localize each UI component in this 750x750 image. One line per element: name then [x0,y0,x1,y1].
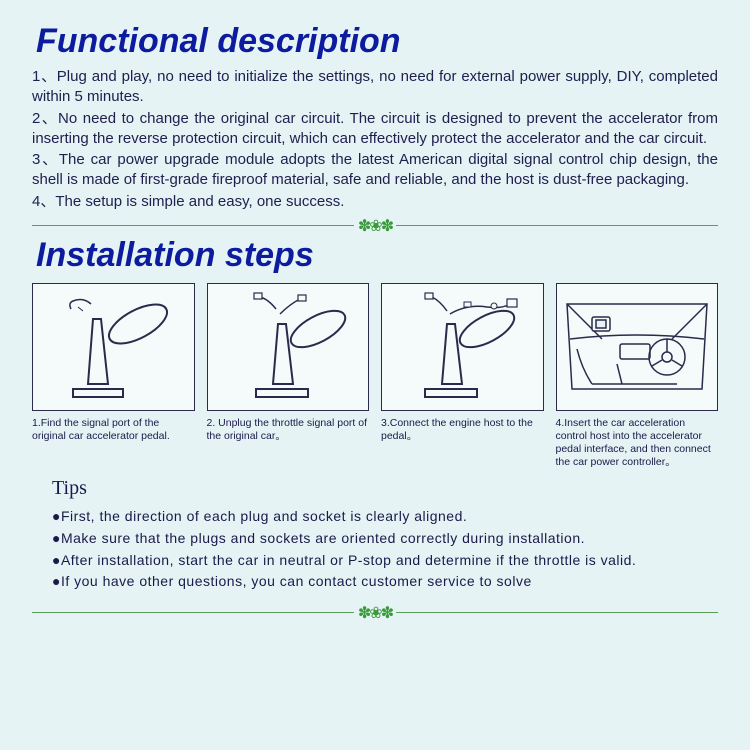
step-4: 4.Insert the car acceleration control ho… [556,283,719,470]
desc-item-2: 2、No need to change the original car cir… [32,109,718,150]
pedal-icon [43,289,183,404]
tip-1: ●First, the direction of each plug and s… [52,506,718,528]
section1-title: Functional description [36,22,718,61]
steps-row: 1.Find the signal port of the original c… [32,283,718,470]
divider-ornament-1: ✽❀✽ [32,216,718,234]
ornament-icon: ✽❀✽ [354,603,396,623]
step-3-caption: 3.Connect the engine host to the pedal。 [381,417,544,443]
desc-item-3: 3、The car power upgrade module adopts th… [32,150,718,191]
ornament-icon: ✽❀✽ [354,216,396,236]
step-3-illustration [381,283,544,411]
step-3: 3.Connect the engine host to the pedal。 [381,283,544,470]
section2-title: Installation steps [36,236,718,275]
step-1-illustration [32,283,195,411]
step-4-illustration [556,283,719,411]
step-2-caption: 2. Unplug the throttle signal port of th… [207,417,370,443]
pedal-unplug-icon [218,289,358,404]
step-1-caption: 1.Find the signal port of the original c… [32,417,195,443]
tip-3: ●After installation, start the car in ne… [52,550,718,572]
pedal-connect-icon [392,289,532,404]
desc-item-1: 1、Plug and play, no need to initialize t… [32,67,718,108]
tips-title: Tips [52,477,718,500]
step-2-illustration [207,283,370,411]
tip-4: ●If you have other questions, you can co… [52,571,718,593]
step-4-caption: 4.Insert the car acceleration control ho… [556,417,719,470]
step-2: 2. Unplug the throttle signal port of th… [207,283,370,470]
car-interior-icon [562,289,712,404]
desc-item-4: 4、The setup is simple and easy, one succ… [32,192,718,212]
divider-ornament-2: ✽❀✽ [32,603,718,621]
step-1: 1.Find the signal port of the original c… [32,283,195,470]
tip-2: ●Make sure that the plugs and sockets ar… [52,528,718,550]
